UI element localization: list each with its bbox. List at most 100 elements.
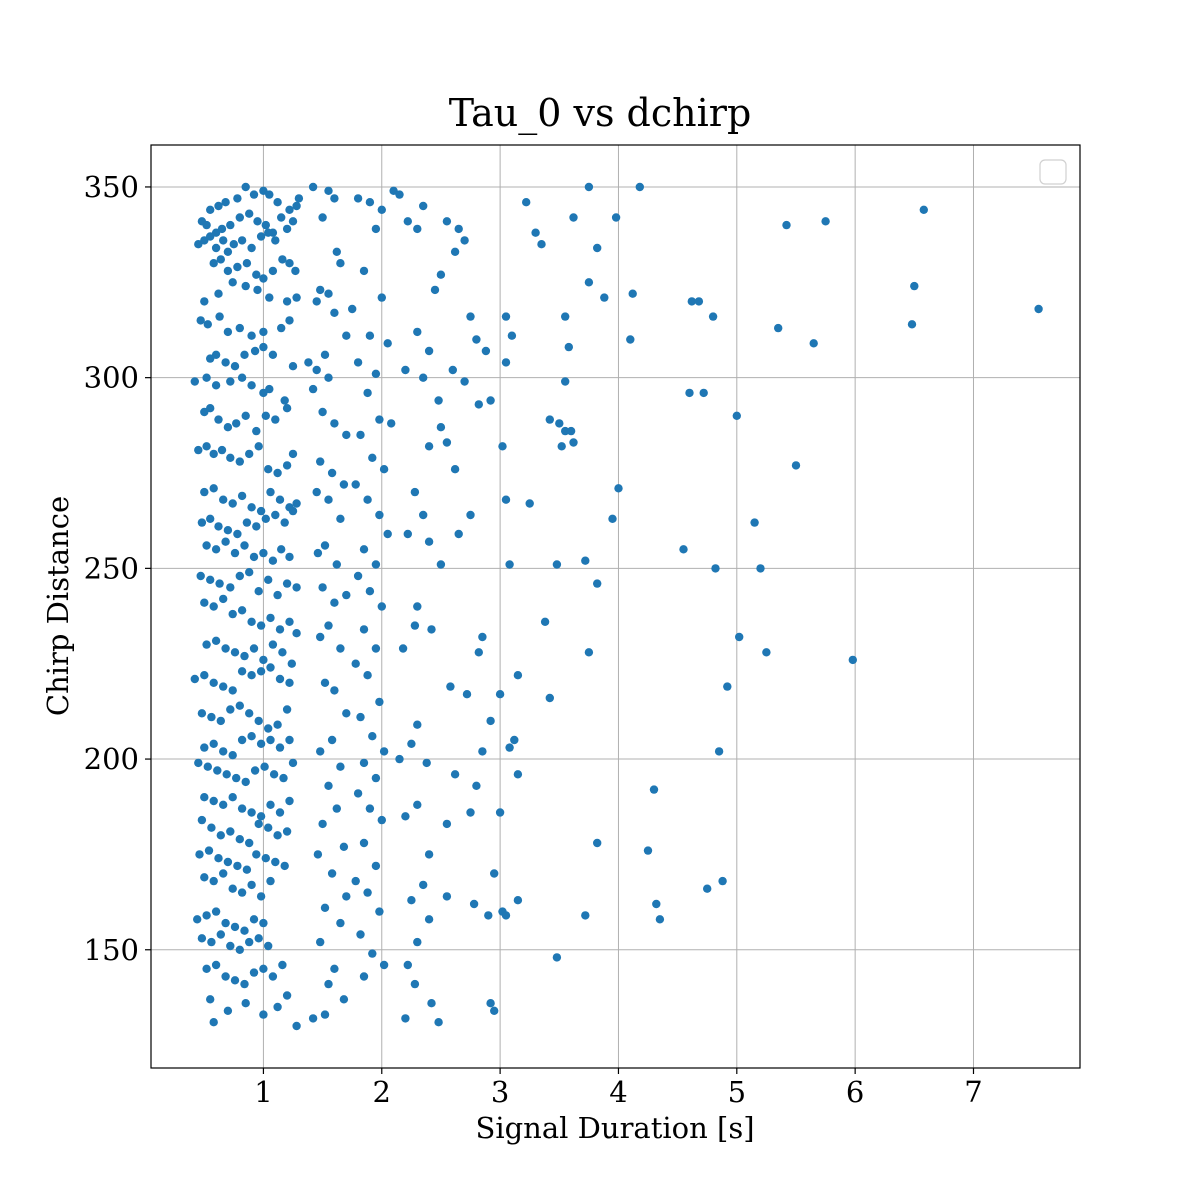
data-point bbox=[466, 312, 475, 321]
data-point bbox=[324, 979, 333, 989]
data-point bbox=[555, 419, 564, 428]
data-point bbox=[756, 564, 765, 573]
data-point bbox=[288, 362, 298, 371]
data-point bbox=[723, 682, 732, 691]
data-point bbox=[292, 629, 301, 638]
data-point bbox=[450, 465, 460, 474]
data-points bbox=[190, 182, 1043, 1031]
data-point bbox=[410, 487, 420, 497]
data-point bbox=[368, 453, 377, 462]
data-point bbox=[211, 636, 221, 645]
data-point bbox=[206, 404, 215, 413]
data-point bbox=[217, 224, 227, 234]
data-point bbox=[233, 194, 242, 203]
data-point bbox=[264, 823, 273, 832]
data-point bbox=[365, 587, 375, 596]
data-point bbox=[273, 468, 282, 478]
data-point bbox=[552, 560, 562, 569]
data-point bbox=[228, 499, 237, 508]
data-point bbox=[259, 655, 268, 665]
data-point bbox=[324, 186, 333, 195]
data-point bbox=[209, 1018, 218, 1027]
data-point bbox=[327, 468, 337, 478]
data-point bbox=[245, 709, 254, 718]
data-point bbox=[371, 773, 381, 783]
data-point bbox=[434, 396, 443, 405]
data-point bbox=[202, 541, 211, 550]
data-point bbox=[342, 709, 351, 718]
data-point bbox=[292, 293, 301, 302]
data-point bbox=[259, 548, 268, 558]
data-point bbox=[215, 312, 224, 321]
data-point bbox=[750, 518, 759, 527]
data-point bbox=[242, 518, 252, 527]
data-point bbox=[241, 999, 250, 1008]
data-point bbox=[273, 590, 282, 600]
data-point bbox=[351, 876, 360, 886]
data-point bbox=[282, 579, 292, 588]
data-point bbox=[247, 243, 256, 253]
data-point bbox=[505, 743, 514, 752]
data-point bbox=[193, 915, 202, 924]
data-point bbox=[256, 739, 266, 748]
data-point bbox=[211, 960, 221, 970]
data-point bbox=[230, 976, 240, 985]
data-point bbox=[228, 609, 237, 619]
data-point bbox=[273, 831, 282, 840]
data-point bbox=[424, 537, 434, 546]
data-point bbox=[330, 194, 339, 203]
data-point bbox=[226, 583, 235, 592]
data-point bbox=[486, 999, 495, 1008]
data-point bbox=[708, 312, 718, 321]
data-point bbox=[275, 625, 285, 634]
data-point bbox=[679, 545, 688, 554]
data-point bbox=[254, 819, 263, 829]
data-point bbox=[427, 999, 436, 1008]
data-point bbox=[450, 770, 460, 779]
data-point bbox=[377, 602, 386, 611]
data-point bbox=[241, 281, 250, 291]
data-point bbox=[569, 213, 578, 222]
data-point bbox=[593, 579, 602, 588]
data-point bbox=[247, 732, 256, 741]
data-point bbox=[240, 350, 249, 359]
data-point bbox=[249, 190, 259, 199]
data-point bbox=[197, 518, 207, 527]
data-point bbox=[264, 941, 273, 951]
data-point bbox=[368, 949, 377, 958]
data-point bbox=[226, 941, 235, 951]
data-point bbox=[240, 979, 249, 989]
data-point bbox=[219, 869, 228, 878]
data-point bbox=[228, 278, 237, 287]
data-point bbox=[285, 735, 294, 745]
data-point bbox=[422, 758, 431, 768]
data-point bbox=[280, 861, 289, 871]
data-point bbox=[403, 529, 412, 539]
data-point bbox=[351, 480, 360, 489]
data-point bbox=[581, 911, 590, 920]
data-point bbox=[330, 308, 339, 317]
data-point bbox=[501, 358, 511, 367]
data-point bbox=[711, 564, 720, 573]
data-point bbox=[486, 716, 495, 726]
data-point bbox=[219, 682, 228, 691]
data-point bbox=[233, 861, 242, 871]
data-point bbox=[256, 621, 266, 630]
data-point bbox=[359, 625, 369, 634]
data-point bbox=[540, 617, 550, 626]
y-tick-label: 200 bbox=[84, 742, 139, 776]
data-point bbox=[277, 545, 286, 554]
data-point bbox=[273, 198, 282, 207]
data-point bbox=[359, 266, 369, 276]
data-point bbox=[342, 892, 351, 901]
y-tick-label: 250 bbox=[84, 551, 139, 585]
data-point bbox=[531, 228, 540, 237]
data-point bbox=[510, 735, 519, 745]
data-point bbox=[209, 449, 218, 459]
data-point bbox=[268, 556, 278, 565]
data-point bbox=[359, 545, 369, 554]
data-point bbox=[474, 400, 483, 409]
data-point bbox=[442, 217, 452, 226]
data-point bbox=[552, 953, 562, 962]
data-point bbox=[282, 404, 292, 413]
